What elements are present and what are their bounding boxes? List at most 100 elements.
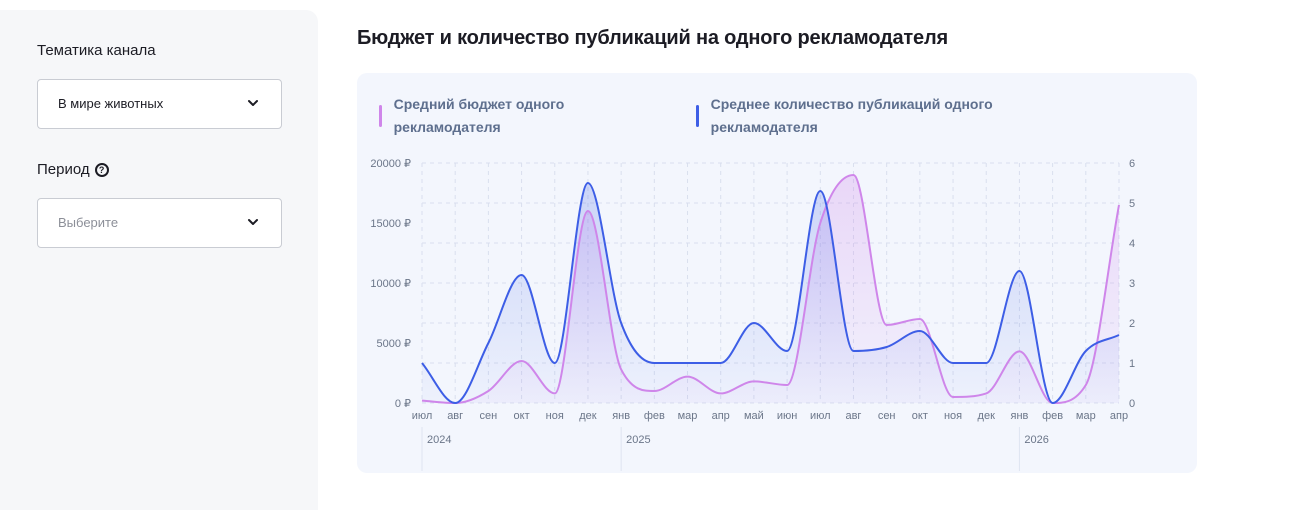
posts-point — [652, 361, 656, 365]
legend-budget-label: Средний бюджет одного рекламодателя — [393, 96, 565, 135]
legend-posts-swatch — [696, 105, 699, 127]
x-tick-label: фев — [644, 410, 665, 422]
posts-point — [486, 341, 490, 345]
posts-point — [686, 361, 690, 365]
posts-point — [984, 361, 988, 365]
posts-point — [420, 361, 424, 365]
legend-posts[interactable]: Среднее количество публикаций одного рек… — [696, 93, 1056, 139]
y-left-tick-label: 15000 ₽ — [370, 218, 411, 230]
posts-point — [1017, 269, 1021, 273]
budget-point — [420, 399, 424, 403]
budget-series-line — [421, 173, 1120, 405]
budget-point — [785, 383, 789, 387]
y-left-tick-label: 0 ₽ — [395, 398, 411, 410]
posts-point — [586, 181, 590, 185]
posts-point — [520, 273, 524, 277]
budget-point — [1117, 203, 1121, 207]
budget-point — [918, 317, 922, 321]
posts-series-line — [421, 181, 1120, 405]
budget-point — [686, 375, 690, 379]
y-right-tick-label: 3 — [1129, 278, 1135, 290]
chart-title: Бюджет и количество публикаций на одного… — [357, 27, 948, 49]
y-right-tick-label: 4 — [1129, 238, 1135, 250]
x-tick-label: ноя — [944, 410, 962, 422]
filters-sidebar: Тематика канала В мире животных Период? … — [0, 10, 318, 510]
x-tick-label: янв — [612, 410, 630, 422]
posts-point — [1084, 349, 1088, 353]
legend-budget[interactable]: Средний бюджет одного рекламодателя — [379, 93, 639, 139]
x-tick-label: сен — [480, 410, 498, 422]
budget-point — [619, 367, 623, 371]
posts-point — [785, 349, 789, 353]
chart-card: Средний бюджет одного рекламодателя Сред… — [357, 73, 1197, 473]
x-tick-label: мар — [678, 410, 698, 422]
budget-point — [1017, 349, 1021, 353]
x-tick-label: ноя — [546, 410, 564, 422]
period-select[interactable]: Выберите — [37, 198, 282, 248]
y-left-tick-label: 5000 ₽ — [376, 338, 411, 350]
period-label-row: Период? — [37, 161, 109, 178]
posts-point — [1117, 333, 1121, 337]
posts-point — [885, 345, 889, 349]
budget-point — [885, 323, 889, 327]
x-tick-label: янв — [1010, 410, 1028, 422]
posts-point — [918, 329, 922, 333]
x-tick-label: май — [744, 410, 764, 422]
x-tick-label: апр — [1110, 410, 1128, 422]
posts-point — [453, 401, 457, 405]
budget-point — [486, 389, 490, 393]
y-right-tick-label: 0 — [1129, 398, 1135, 410]
budget-point — [586, 209, 590, 213]
y-right-tick-label: 1 — [1129, 358, 1135, 370]
x-tick-label: окт — [514, 410, 530, 422]
y-right-tick-label: 5 — [1129, 198, 1135, 210]
x-tick-label: сен — [878, 410, 896, 422]
posts-point — [818, 189, 822, 193]
x-tick-label: мар — [1076, 410, 1096, 422]
x-tick-label: июл — [810, 410, 831, 422]
question-circle-icon[interactable]: ? — [94, 163, 109, 177]
x-tick-label: дек — [978, 410, 996, 422]
posts-point — [752, 321, 756, 325]
period-select-placeholder: Выберите — [58, 215, 119, 230]
legend-budget-swatch — [379, 105, 382, 127]
legend-posts-label: Среднее количество публикаций одного рек… — [710, 96, 993, 135]
year-label: 2024 — [427, 434, 451, 446]
budget-point — [818, 221, 822, 225]
y-right-tick-label: 6 — [1129, 158, 1135, 170]
chevron-down-icon — [248, 100, 258, 106]
year-label: 2025 — [626, 434, 650, 446]
x-tick-label: авг — [447, 410, 463, 422]
x-tick-label: фев — [1042, 410, 1063, 422]
budget-point — [553, 391, 557, 395]
x-tick-label: июл — [412, 410, 433, 422]
budget-point — [851, 173, 855, 177]
posts-point — [851, 349, 855, 353]
year-label: 2026 — [1024, 434, 1048, 446]
budget-point — [719, 391, 723, 395]
x-tick-label: авг — [845, 410, 861, 422]
budget-point — [1084, 383, 1088, 387]
budget-point — [951, 395, 955, 399]
posts-point — [719, 361, 723, 365]
x-tick-label: дек — [579, 410, 597, 422]
posts-point — [951, 361, 955, 365]
budget-point — [752, 379, 756, 383]
period-label: Период — [37, 161, 90, 178]
topic-select[interactable]: В мире животных — [37, 79, 282, 129]
topic-label: Тематика канала — [37, 42, 156, 59]
topic-select-value: В мире животных — [58, 96, 164, 111]
posts-point — [553, 361, 557, 365]
x-tick-label: апр — [712, 410, 730, 422]
posts-point — [619, 321, 623, 325]
posts-area — [422, 183, 1119, 403]
posts-point — [1051, 401, 1055, 405]
line-chart: 0 ₽ 5000 ₽ 10000 ₽ 15000 ₽ 20000 ₽ 0 1 2 3 4 5 6 июл… — [370, 158, 1135, 471]
y-right-tick-label: 2 — [1129, 318, 1135, 330]
budget-point — [984, 391, 988, 395]
y-left-tick-label: 10000 ₽ — [370, 278, 411, 290]
y-left-tick-label: 20000 ₽ — [370, 158, 411, 170]
x-tick-label: июн — [777, 410, 797, 422]
x-tick-label: окт — [912, 410, 928, 422]
budget-point — [652, 389, 656, 393]
